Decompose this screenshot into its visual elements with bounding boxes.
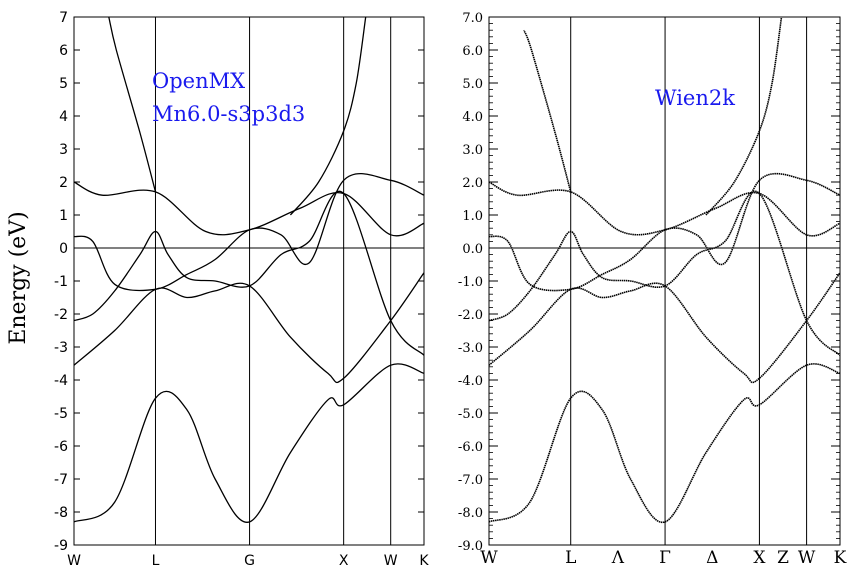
band-line — [489, 190, 840, 356]
y-tick-label: -6 — [54, 439, 68, 455]
y-tick-label: 5.0 — [462, 77, 483, 92]
band-line — [74, 190, 424, 356]
y-tick-label: -2.0 — [458, 308, 483, 323]
kpoint-label: Δ — [706, 548, 718, 568]
kpoint-label: W — [67, 553, 81, 569]
y-tick-label: 3.0 — [462, 143, 483, 158]
band-line — [705, 17, 783, 216]
kpoint-label: K — [419, 553, 429, 569]
band-line — [108, 17, 157, 193]
band-line — [74, 172, 424, 292]
y-tick-label: -8 — [54, 505, 68, 521]
kpoint-label: L — [152, 553, 160, 569]
annotation-basis: Mn6.0-s3p3d3 — [152, 102, 305, 126]
wien2k-band-panel: 7.0 6.0 5.0 4.0 3.0 2.0 1.0 0.0 -1.0 -2.0 -3.0 -4.0… — [458, 11, 847, 568]
kpoint-label: Λ — [611, 548, 625, 568]
band-line — [289, 17, 367, 216]
y-tick-label: 1 — [59, 208, 68, 224]
y-tick-label: 3 — [59, 142, 68, 158]
y-tick-label: -2 — [54, 307, 68, 323]
kpoint-label: K — [834, 548, 847, 568]
y-tick-label: -7.0 — [458, 473, 483, 488]
band-lines — [74, 17, 424, 523]
plot-frame — [73, 16, 425, 546]
y-tick-label: 2.0 — [462, 176, 483, 191]
y-tick-label: -5 — [54, 406, 68, 422]
y-tick-label: -1 — [54, 274, 68, 290]
y-tick-label: 1.0 — [462, 209, 483, 224]
band-line — [74, 363, 424, 523]
y-tick-label: -4.0 — [458, 374, 483, 389]
y-tick-label: -1.0 — [458, 275, 483, 290]
y-tick-label: 4 — [59, 109, 68, 125]
y-tick-label: 6 — [59, 43, 68, 59]
annotation-wien2k: Wien2k — [655, 86, 735, 110]
band-line — [523, 29, 572, 193]
kpoint-label: Γ — [659, 548, 671, 568]
kpoint-label: X — [753, 548, 766, 568]
y-tick-label: -7 — [54, 472, 68, 488]
annotation-openmx: OpenMX — [152, 69, 245, 93]
kpoint-label: Z — [777, 548, 789, 568]
y-tick-label: -3 — [54, 340, 68, 356]
y-tick-label: -4 — [54, 373, 68, 389]
kpoint-label: W — [480, 548, 498, 568]
band-line — [489, 172, 840, 292]
y-tick-label: 6.0 — [462, 44, 483, 59]
kpoint-label: L — [565, 548, 576, 568]
y-tick-label: 0.0 — [462, 242, 483, 257]
y-tick-label: 0 — [59, 241, 68, 257]
kpoint-label: X — [339, 553, 349, 569]
kpoint-label: W — [384, 553, 398, 569]
y-axis-title: Energy (eV) — [6, 211, 31, 344]
band-lines — [489, 17, 840, 524]
y-tick-label: 4.0 — [462, 110, 483, 125]
band-line — [74, 181, 424, 237]
y-tick-label: -8.0 — [458, 506, 483, 521]
y-tick-label: 5 — [59, 76, 68, 92]
y-tick-label: -5.0 — [458, 407, 483, 422]
band-line — [489, 363, 840, 524]
y-tick-label: -9.0 — [458, 539, 483, 554]
kpoint-label: W — [798, 548, 816, 568]
y-tick-label: 7.0 — [462, 11, 483, 26]
y-tick-label: -3.0 — [458, 341, 483, 356]
y-tick-label: -9 — [54, 538, 68, 554]
y-tick-label: 2 — [59, 175, 68, 191]
y-tick-label: 7 — [59, 10, 68, 26]
y-tick-label: -6.0 — [458, 440, 483, 455]
band-line — [489, 181, 840, 237]
kpoint-label: G — [244, 553, 255, 569]
